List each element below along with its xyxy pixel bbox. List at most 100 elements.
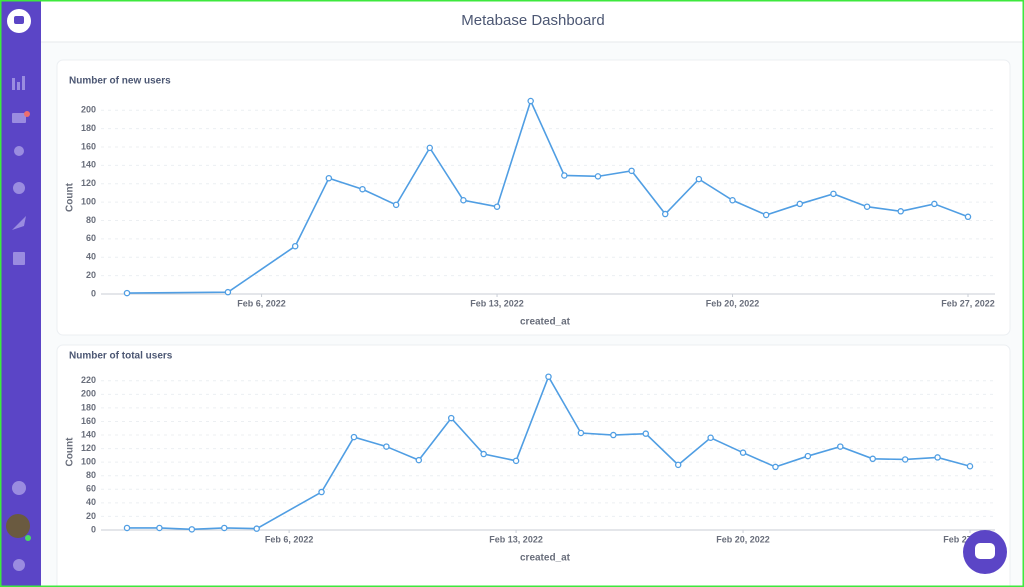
y-tick-label: 160 [81, 416, 96, 426]
x-tick-label: Feb 13, 2022 [470, 298, 524, 308]
point [707, 434, 714, 442]
point [392, 201, 400, 209]
point [359, 185, 366, 193]
nav-icons [12, 76, 26, 571]
chat-icon [975, 543, 995, 559]
nav-icon [17, 82, 20, 90]
point [897, 208, 904, 215]
x-tick-label: Feb 27, 2022 [941, 298, 995, 308]
y-axis-label: Count [65, 182, 76, 212]
chart-title: Number of total users [69, 351, 173, 362]
nav-icon[interactable] [14, 146, 24, 156]
y-tick-label: 0 [91, 524, 96, 534]
y-tick-label: 220 [81, 375, 96, 385]
y-tick-label: 80 [86, 470, 96, 480]
point [350, 433, 358, 441]
x-tick-label: Feb 20, 2022 [716, 534, 770, 544]
y-tick-label: 60 [86, 484, 96, 494]
y-tick-label: 180 [81, 402, 96, 412]
x-tick-label: Feb 6, 2022 [237, 298, 286, 308]
point [804, 452, 812, 460]
x-tick-label: Feb 6, 2022 [265, 534, 314, 544]
point [325, 174, 333, 182]
point [796, 200, 804, 208]
point [221, 524, 228, 532]
card [56, 59, 1011, 336]
nav-icon[interactable] [13, 182, 25, 194]
avatar[interactable] [6, 514, 30, 538]
y-tick-label: 180 [81, 123, 96, 133]
y-tick-label: 20 [86, 511, 96, 521]
x-axis-label: created_at [520, 553, 571, 564]
point [674, 461, 682, 469]
point [964, 213, 972, 221]
point [594, 173, 602, 180]
point [869, 455, 876, 463]
point [426, 144, 434, 152]
point [561, 172, 568, 179]
nav-icon[interactable] [13, 252, 25, 265]
point [729, 197, 736, 204]
help-icon[interactable] [12, 481, 26, 495]
line [127, 374, 971, 531]
y-tick-label: 40 [86, 497, 96, 507]
point [123, 524, 131, 532]
y-tick-label: 140 [81, 160, 96, 170]
nav-icon[interactable] [12, 113, 26, 123]
logo-mark [14, 16, 24, 24]
point [188, 526, 196, 533]
y-tick-label: 200 [81, 389, 96, 399]
point [830, 190, 837, 198]
card [56, 344, 1011, 587]
point [527, 97, 534, 105]
settings-icon[interactable] [13, 559, 25, 571]
y-tick-label: 80 [86, 215, 96, 225]
point [628, 167, 635, 175]
point [545, 373, 552, 380]
y-tick-label: 120 [81, 443, 96, 453]
nav-icon[interactable] [12, 78, 15, 90]
point [772, 463, 779, 471]
point [901, 456, 909, 463]
x-tick-label: Feb 20, 2022 [706, 298, 760, 308]
point [415, 456, 423, 464]
nav-icon[interactable] [12, 216, 26, 230]
point [762, 211, 770, 219]
x-axis-label: created_at [520, 317, 571, 328]
nav-icon [22, 76, 25, 90]
point [739, 449, 747, 456]
y-axis-label: Count [65, 437, 76, 467]
y-tick-label: 40 [86, 252, 96, 262]
point [460, 197, 467, 204]
chart-title: Number of new users [69, 76, 171, 87]
y-tick-label: 200 [81, 105, 96, 115]
y-tick-label: 120 [81, 178, 96, 188]
status-dot [25, 535, 31, 541]
y-tick-label: 100 [81, 196, 96, 206]
point [661, 210, 669, 218]
point [123, 289, 131, 297]
point [577, 429, 585, 437]
point [253, 525, 260, 532]
point [156, 524, 163, 532]
page-title: Metabase Dashboard [461, 12, 604, 29]
point [318, 488, 325, 496]
sidebar [0, 0, 41, 587]
charts: Number of new users 0 20 40 60 80 100 120 140 160… [65, 76, 997, 564]
point [383, 443, 390, 450]
point [642, 430, 650, 437]
point [695, 175, 703, 183]
point [934, 454, 941, 461]
y-tick-label: 100 [81, 457, 96, 467]
y-tick-label: 160 [81, 141, 96, 151]
y-tick-label: 0 [91, 288, 96, 298]
point [931, 200, 938, 208]
point [512, 457, 520, 465]
x-tick-label: Feb 13, 2022 [489, 534, 543, 544]
point [610, 431, 617, 439]
y-tick-label: 140 [81, 429, 96, 439]
point [447, 414, 455, 422]
y-tick-label: 20 [86, 270, 96, 280]
